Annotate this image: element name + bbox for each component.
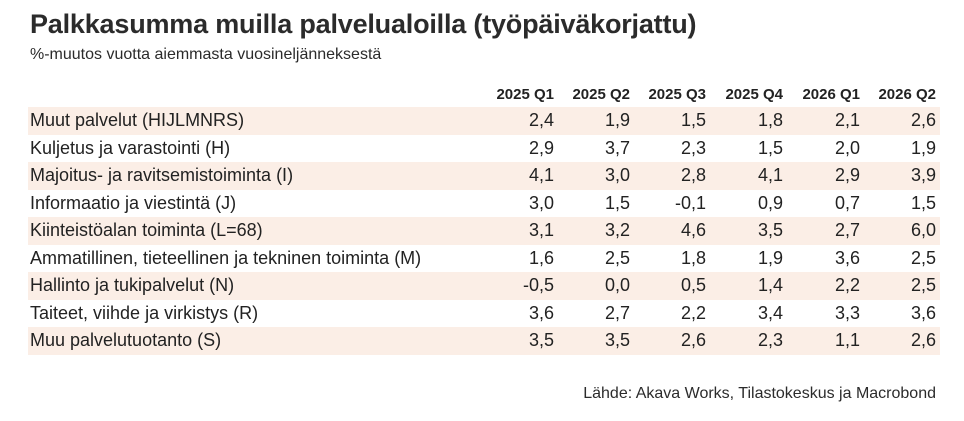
table-cell: 3,4 bbox=[757, 302, 783, 323]
row-label: Muut palvelut (HIJLMNRS) bbox=[28, 107, 482, 135]
column-header: 2025 Q3 bbox=[648, 86, 706, 103]
table-cell: 2,6 bbox=[864, 107, 940, 135]
table-cell: 3,3 bbox=[834, 302, 860, 323]
source-note: Lähde: Akava Works, Tilastokeskus ja Mac… bbox=[583, 385, 936, 402]
table-cell: 2,5 bbox=[910, 247, 936, 268]
table-row: Taiteet, viihde ja virkistys (R) 3,6 2,7 2,… bbox=[28, 300, 940, 328]
column-header: 2026 Q1 bbox=[802, 86, 860, 103]
table-cell: 1,8 bbox=[680, 247, 706, 268]
table-cell: 2,1 bbox=[787, 107, 864, 135]
table-row: Informaatio ja viestintä (J) 3,0 1,5 -0,1 0,… bbox=[28, 190, 940, 218]
row-label: Informaatio ja viestintä (J) bbox=[30, 192, 237, 213]
table-cell: 1,5 bbox=[604, 192, 630, 213]
table-cell: 0,7 bbox=[834, 192, 860, 213]
table-cell: 3,5 bbox=[558, 327, 634, 355]
table-cell: 0,5 bbox=[634, 272, 710, 300]
row-label: Hallinto ja tukipalvelut (N) bbox=[28, 272, 482, 300]
column-header: 2025 Q1 bbox=[496, 86, 554, 103]
table-cell: 2,9 bbox=[787, 162, 864, 190]
table-row: Muu palvelutuotanto (S) 3,5 3,5 2,6 2,3 1,1 2,… bbox=[28, 327, 940, 355]
table-cell: 3,0 bbox=[558, 162, 634, 190]
table-cell: 3,6 bbox=[834, 247, 860, 268]
table-cell: 0,9 bbox=[757, 192, 783, 213]
column-header: 2025 Q4 bbox=[725, 86, 783, 103]
table-cell: 2,3 bbox=[710, 327, 787, 355]
table-cell: 2,2 bbox=[787, 272, 864, 300]
column-header: 2025 Q2 bbox=[572, 86, 630, 103]
table-cell: 1,5 bbox=[757, 137, 783, 158]
table-row: Kiinteistöalan toiminta (L=68) 3,1 3,2 4,6 3… bbox=[28, 217, 940, 245]
table-cell: 4,6 bbox=[634, 217, 710, 245]
table-cell: 1,5 bbox=[910, 192, 936, 213]
table-cell: 3,6 bbox=[528, 302, 554, 323]
header-corner bbox=[28, 82, 482, 107]
table-cell: 1,4 bbox=[710, 272, 787, 300]
table-cell: 1,9 bbox=[757, 247, 783, 268]
row-label: Kuljetus ja varastointi (H) bbox=[30, 137, 231, 158]
header-row: 2025 Q1 2025 Q2 2025 Q3 2025 Q4 2026 Q1 … bbox=[28, 82, 940, 107]
table-row: Muut palvelut (HIJLMNRS) 2,4 1,9 1,5 1,8 2,1 2… bbox=[28, 107, 940, 135]
data-table: 2025 Q1 2025 Q2 2025 Q3 2025 Q4 2026 Q1 … bbox=[28, 82, 940, 355]
table-cell: -0,1 bbox=[674, 192, 706, 213]
table-cell: 2,8 bbox=[634, 162, 710, 190]
table-cell: 3,5 bbox=[710, 217, 787, 245]
table-cell: 3,0 bbox=[528, 192, 554, 213]
table-cell: 2,7 bbox=[604, 302, 630, 323]
table-cell: 3,9 bbox=[864, 162, 940, 190]
table-cell: 3,5 bbox=[482, 327, 558, 355]
table-cell: 2,6 bbox=[864, 327, 940, 355]
table-cell: 2,9 bbox=[528, 137, 554, 158]
table-row: Ammatillinen, tieteellinen ja tekninen t… bbox=[28, 245, 940, 273]
table-cell: 2,5 bbox=[604, 247, 630, 268]
table-row: Kuljetus ja varastointi (H) 2,9 3,7 2,3 1,5 2… bbox=[28, 135, 940, 163]
row-label: Taiteet, viihde ja virkistys (R) bbox=[30, 302, 259, 323]
row-label: Ammatillinen, tieteellinen ja tekninen t… bbox=[30, 247, 422, 268]
column-header: 2026 Q2 bbox=[878, 86, 936, 103]
table-cell: 2,2 bbox=[680, 302, 706, 323]
row-label: Muu palvelutuotanto (S) bbox=[28, 327, 482, 355]
table-row: Hallinto ja tukipalvelut (N) -0,5 0,0 0,5 1,… bbox=[28, 272, 940, 300]
table-cell: 1,5 bbox=[634, 107, 710, 135]
table-cell: 2,5 bbox=[864, 272, 940, 300]
table-body: Muut palvelut (HIJLMNRS) 2,4 1,9 1,5 1,8 2,1 2… bbox=[28, 107, 940, 355]
table-cell: 3,2 bbox=[558, 217, 634, 245]
table-cell: 1,8 bbox=[710, 107, 787, 135]
table-cell: 2,4 bbox=[482, 107, 558, 135]
table-cell: 2,3 bbox=[680, 137, 706, 158]
table-cell: 4,1 bbox=[710, 162, 787, 190]
table-cell: 1,9 bbox=[558, 107, 634, 135]
row-label: Majoitus- ja ravitsemistoiminta (I) bbox=[28, 162, 482, 190]
table-cell: 3,6 bbox=[910, 302, 936, 323]
table-cell: -0,5 bbox=[482, 272, 558, 300]
table-cell: 3,1 bbox=[482, 217, 558, 245]
row-label: Kiinteistöalan toiminta (L=68) bbox=[28, 217, 482, 245]
table-cell: 0,0 bbox=[558, 272, 634, 300]
table-cell: 1,9 bbox=[910, 137, 936, 158]
chart-title: Palkkasumma muilla palvelualoilla (työpä… bbox=[30, 9, 697, 39]
table-cell: 4,1 bbox=[482, 162, 558, 190]
table-cell: 2,6 bbox=[634, 327, 710, 355]
table-cell: 6,0 bbox=[864, 217, 940, 245]
table-cell: 2,0 bbox=[834, 137, 860, 158]
table-cell: 1,6 bbox=[528, 247, 554, 268]
table-cell: 2,7 bbox=[787, 217, 864, 245]
table-cell: 1,1 bbox=[787, 327, 864, 355]
table-cell: 3,7 bbox=[604, 137, 630, 158]
table-row: Majoitus- ja ravitsemistoiminta (I) 4,1 3,… bbox=[28, 162, 940, 190]
chart-subtitle: %-muutos vuotta aiemmasta vuosineljännek… bbox=[30, 46, 382, 63]
